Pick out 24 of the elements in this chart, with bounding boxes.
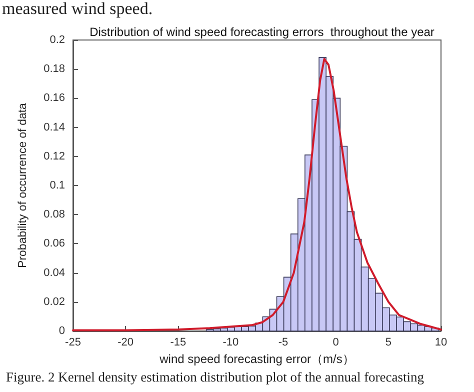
y-tick-label: 0.16	[44, 92, 65, 104]
x-tick-label: -5	[278, 336, 288, 348]
y-tick-label: 0.14	[44, 121, 65, 134]
y-tick-label: 0.02	[44, 296, 65, 308]
y-tick-label: 0.08	[44, 208, 65, 221]
x-tick-label: -25	[65, 336, 81, 348]
x-tick-label: -20	[118, 336, 134, 348]
x-axis-title: wind speed forecasting error（m/s）	[158, 352, 354, 366]
y-tick-label: 0.18	[44, 63, 65, 76]
text: Figure. 2 Kernel density estimation distribution plot of the annual forecasting	[6, 370, 424, 384]
y-tick-label: 0.06	[44, 238, 65, 250]
x-tick-label: 5	[385, 336, 392, 348]
text: measured wind speed.	[2, 0, 153, 18]
x-tick-label: 0	[332, 336, 339, 348]
y-tick-label: 0.04	[44, 266, 65, 279]
y-tick-label: 0.2	[50, 34, 65, 46]
x-tick-label: -10	[222, 336, 239, 348]
x-tick-label: -15	[170, 336, 186, 348]
y-axis-title: Probability of occurrence of data	[17, 102, 29, 268]
y-tick-label: 0.1	[50, 180, 65, 192]
chart-title: Distribution of wind speed forecasting errors throughout the year	[90, 25, 434, 39]
y-tick-label: 0.12	[44, 150, 65, 162]
y-tick-label: 0	[58, 325, 65, 337]
x-tick-label: 10	[434, 336, 448, 348]
